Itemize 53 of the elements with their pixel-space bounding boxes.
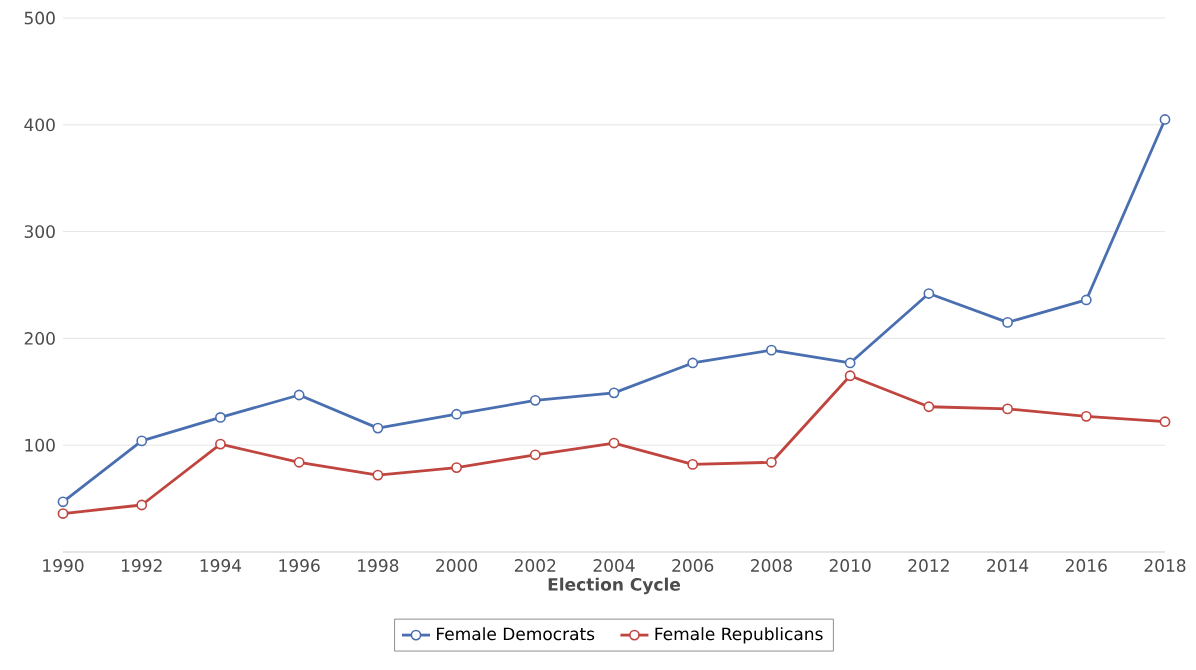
point <box>136 499 148 511</box>
x-tick-label: 2010 <box>829 559 871 572</box>
point <box>451 408 462 420</box>
point <box>529 449 541 461</box>
y-tick-label: 100 <box>25 438 55 452</box>
x-tick-label: 2018 <box>1144 559 1186 572</box>
point <box>608 437 620 449</box>
y-tick-label: 300 <box>24 225 55 239</box>
point <box>1002 403 1013 415</box>
point <box>1159 114 1171 125</box>
x-tick-label: 1990 <box>43 559 84 572</box>
point <box>451 462 462 474</box>
legend-label: Female Republicans <box>655 627 823 644</box>
point <box>372 469 384 481</box>
point <box>57 508 69 519</box>
point <box>215 412 226 423</box>
point <box>923 288 935 299</box>
legend-label: Female Democrats <box>437 627 595 641</box>
point <box>687 357 699 369</box>
x-tick-label: 1992 <box>121 559 162 572</box>
point <box>687 459 699 470</box>
y-tick-label: 400 <box>24 118 55 132</box>
point <box>57 496 69 508</box>
point <box>1002 316 1013 328</box>
point <box>293 389 305 401</box>
x-tick-label: 2008 <box>751 559 792 572</box>
point <box>923 401 935 413</box>
point <box>529 394 541 406</box>
x-axis-title: Election Cycle <box>548 577 681 595</box>
x-tick-label: 2014 <box>987 559 1029 572</box>
x-tick-label: 2006 <box>672 559 714 572</box>
y-tick-label: 200 <box>24 331 55 345</box>
x-tick-label: 1998 <box>358 559 399 572</box>
x-tick-label: 2000 <box>436 559 478 572</box>
y-tick-label: 500 <box>24 11 55 25</box>
point <box>1080 410 1092 422</box>
point <box>136 435 148 447</box>
x-tick-label: 1994 <box>200 559 242 572</box>
point <box>293 456 305 468</box>
point <box>215 438 226 450</box>
x-tick-label: 2016 <box>1065 559 1107 572</box>
point <box>608 387 620 399</box>
x-tick-label: 2012 <box>908 559 949 572</box>
point <box>844 370 856 382</box>
point <box>844 357 856 369</box>
x-tick-label: 2002 <box>514 559 556 572</box>
point <box>766 456 777 468</box>
point <box>1159 416 1171 428</box>
point <box>766 344 777 356</box>
point <box>372 422 384 434</box>
point <box>1080 294 1092 306</box>
x-tick-label: 2004 <box>593 559 635 572</box>
x-tick-label: 1996 <box>279 559 320 572</box>
